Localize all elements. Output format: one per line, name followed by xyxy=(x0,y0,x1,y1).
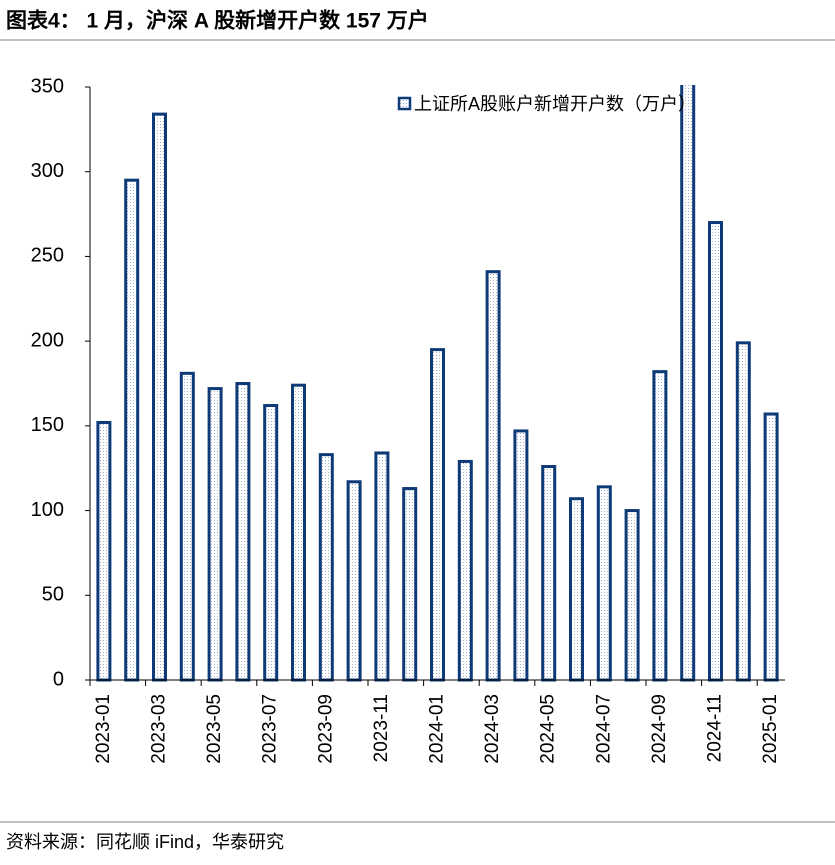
x-tick-label: 2024-01 xyxy=(427,694,448,764)
legend-swatch xyxy=(397,96,412,111)
bar xyxy=(457,459,473,682)
y-tick-label: 150 xyxy=(31,414,64,436)
x-tick-label: 2023-09 xyxy=(315,694,336,764)
bar xyxy=(318,453,334,682)
y-tick-label: 50 xyxy=(42,584,64,606)
bar xyxy=(124,178,140,682)
y-tick-label: 300 xyxy=(31,160,64,182)
x-tick-label: 2023-11 xyxy=(371,694,392,762)
bar xyxy=(152,112,167,682)
x-tick-label: 2023-05 xyxy=(204,694,225,764)
bar xyxy=(263,404,279,682)
bar xyxy=(179,371,195,682)
y-tick-label: 350 xyxy=(31,75,64,97)
x-tick-label: 2023-07 xyxy=(260,694,281,764)
bar xyxy=(235,382,251,682)
bar xyxy=(513,429,529,682)
bar xyxy=(624,509,640,682)
y-tick-label: 0 xyxy=(53,668,64,690)
bar xyxy=(569,497,584,682)
x-tick-label: 2024-11 xyxy=(705,694,726,762)
bar xyxy=(596,485,612,682)
bar xyxy=(763,412,779,682)
x-tick-label: 2024-03 xyxy=(482,694,503,764)
bar xyxy=(485,270,501,682)
x-tick-label: 2024-07 xyxy=(593,694,614,764)
x-tick-label: 2024-09 xyxy=(649,694,670,764)
bar xyxy=(291,383,306,682)
x-tick-label: 2024-05 xyxy=(538,694,559,764)
y-tick-label: 250 xyxy=(31,245,64,267)
bar xyxy=(541,465,557,682)
chart-title: 图表4： 1 月，沪深 A 股新增开户数 157 万户 xyxy=(6,9,429,33)
y-tick-label: 200 xyxy=(31,329,64,351)
x-tick-label: 2025-01 xyxy=(760,694,781,764)
bar xyxy=(735,341,751,682)
bar xyxy=(652,370,668,682)
x-tick-label: 2023-03 xyxy=(149,694,170,764)
legend-label: 上证所A股账户新增开户数（万户） xyxy=(414,94,696,114)
x-tick-label: 2023-01 xyxy=(93,694,114,764)
bar xyxy=(346,480,362,682)
bar xyxy=(374,451,390,682)
bar xyxy=(430,348,445,682)
bar xyxy=(207,387,223,682)
bar xyxy=(708,221,723,682)
bar xyxy=(96,420,112,682)
bar xyxy=(402,487,418,682)
source-note: 资料来源：同花顺 iFind，华泰研究 xyxy=(6,832,284,852)
y-tick-label: 100 xyxy=(31,499,64,521)
